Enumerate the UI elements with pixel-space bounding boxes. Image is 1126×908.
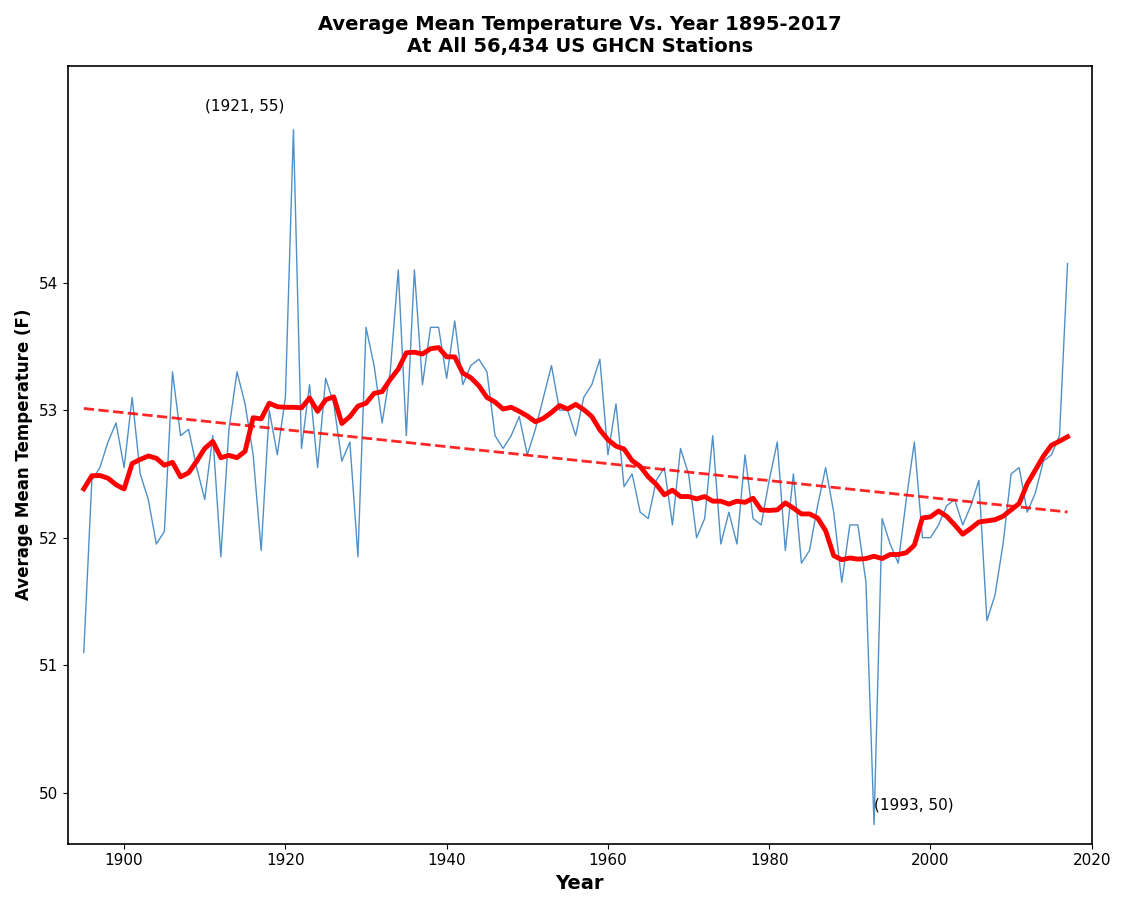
Y-axis label: Average Mean Temperature (F): Average Mean Temperature (F): [15, 309, 33, 600]
X-axis label: Year: Year: [555, 874, 604, 893]
Text: (1993, 50): (1993, 50): [874, 797, 954, 813]
Title: Average Mean Temperature Vs. Year 1895-2017
At All 56,434 US GHCN Stations: Average Mean Temperature Vs. Year 1895-2…: [318, 15, 841, 56]
Text: (1921, 55): (1921, 55): [205, 99, 284, 114]
